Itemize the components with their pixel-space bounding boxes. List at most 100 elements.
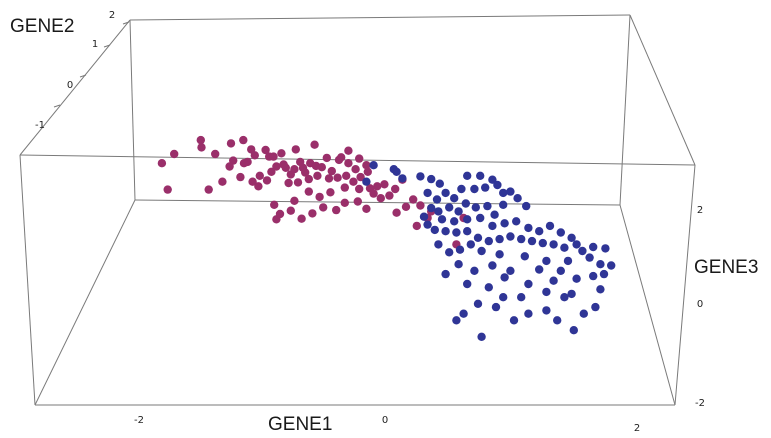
data-point-class-b <box>452 228 461 237</box>
data-point-class-b <box>392 167 401 176</box>
data-point-class-a <box>362 204 371 213</box>
gene2-tick-label: 2 <box>109 10 115 21</box>
data-point-class-a <box>304 174 313 184</box>
data-point-class-a <box>313 171 322 180</box>
data-point-class-a <box>248 177 257 186</box>
data-point-class-b <box>463 171 472 180</box>
data-point-class-a <box>218 177 227 186</box>
data-point-class-b <box>481 183 490 192</box>
data-point-class-b <box>601 244 610 253</box>
data-point-class-b <box>454 260 463 269</box>
data-point-class-b <box>560 243 569 252</box>
data-point-class-b <box>607 261 616 270</box>
data-point-class-a <box>211 149 220 159</box>
data-point-class-b <box>461 199 470 208</box>
data-point-class-b <box>463 227 472 236</box>
data-point-class-a <box>197 143 206 152</box>
data-point-class-b <box>556 266 565 275</box>
data-point-class-a <box>344 159 353 168</box>
data-point-class-b <box>476 213 485 223</box>
data-point-class-b <box>506 266 515 275</box>
data-point-class-b <box>542 287 551 297</box>
data-point-class-a <box>277 149 286 158</box>
data-point-class-a <box>293 178 303 187</box>
data-point-class-b <box>569 326 578 335</box>
data-point-class-b <box>542 306 551 315</box>
data-point-class-a <box>286 170 295 179</box>
data-point-class-b <box>517 234 526 244</box>
data-point-class-a <box>317 163 326 172</box>
data-point-class-b <box>470 184 479 194</box>
data-point-class-b <box>434 207 443 216</box>
data-point-class-b <box>423 188 432 198</box>
data-point-class-b <box>491 302 501 312</box>
data-point-class-b <box>463 279 472 289</box>
data-point-class-a <box>373 182 382 191</box>
data-point-class-b <box>549 240 558 249</box>
data-point-class-a <box>297 214 306 223</box>
data-point-class-a <box>284 178 293 188</box>
gene3-axis-title: GENE3 <box>694 257 759 278</box>
data-point-class-a <box>385 191 394 200</box>
data-point-class-b <box>484 236 493 246</box>
data-point-class-a <box>409 195 418 204</box>
data-point-class-a <box>286 206 295 215</box>
data-point-class-b <box>527 236 537 246</box>
data-point-class-b <box>450 217 459 226</box>
data-point-class-a <box>250 151 259 160</box>
data-point-class-b <box>445 203 454 212</box>
data-point-class-b <box>476 171 485 180</box>
data-point-class-b <box>535 265 544 274</box>
data-point-class-b <box>483 201 492 211</box>
data-point-class-a <box>163 185 172 194</box>
data-point-class-a <box>204 185 213 194</box>
gene2-tick-mark <box>79 74 87 78</box>
data-point-class-a <box>401 202 411 211</box>
data-point-class-a <box>332 205 341 215</box>
data-point-class-b <box>499 293 508 302</box>
data-point-class-b <box>362 177 371 186</box>
data-point-class-b <box>455 245 465 254</box>
data-point-class-b <box>572 274 581 283</box>
data-point-class-a <box>272 162 281 171</box>
data-point-class-b <box>473 299 483 308</box>
data-point-class-a <box>304 187 313 196</box>
data-point-class-b <box>430 225 439 235</box>
data-point-class-b <box>556 228 565 237</box>
data-points <box>157 135 616 341</box>
data-point-class-a <box>236 172 245 182</box>
data-point-class-b <box>520 252 529 261</box>
gene1-tick-label: 2 <box>634 423 640 434</box>
data-point-class-b <box>500 273 509 282</box>
data-point-class-a <box>315 192 324 202</box>
data-point-class-b <box>567 233 576 242</box>
data-point-class-a <box>326 188 335 197</box>
data-point-class-a <box>225 162 234 171</box>
data-point-class-b <box>441 269 450 279</box>
data-point-class-b <box>522 201 531 211</box>
data-point-class-b <box>445 248 454 257</box>
data-point-class-a <box>392 208 401 217</box>
data-point-class-b <box>589 271 598 281</box>
data-point-class-a <box>353 197 362 206</box>
data-point-class-b <box>466 240 475 249</box>
data-point-class-a <box>337 153 346 162</box>
data-point-class-a <box>380 180 389 189</box>
data-point-class-b <box>524 279 533 289</box>
data-point-class-a <box>270 200 279 209</box>
gene1-tick-label: 0 <box>382 415 388 426</box>
gene2-tick-label: -1 <box>35 120 45 131</box>
data-point-class-b <box>596 285 605 294</box>
data-point-class-b <box>488 175 497 184</box>
data-point-class-b <box>427 203 436 213</box>
gene1-tick-label: -2 <box>134 415 144 426</box>
data-point-class-a <box>376 194 385 203</box>
data-point-class-b <box>553 316 562 325</box>
data-point-class-b <box>563 256 573 266</box>
data-point-class-b <box>572 240 581 249</box>
data-point-class-b <box>493 180 502 190</box>
data-point-class-a <box>412 221 421 231</box>
data-point-class-a <box>157 159 167 168</box>
data-point-class-b <box>459 309 468 318</box>
data-point-class-b <box>524 309 533 318</box>
